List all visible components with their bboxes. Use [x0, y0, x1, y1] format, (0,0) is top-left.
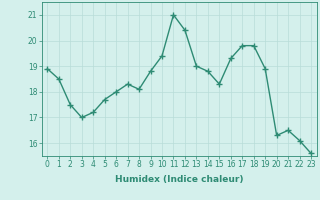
- X-axis label: Humidex (Indice chaleur): Humidex (Indice chaleur): [115, 175, 244, 184]
